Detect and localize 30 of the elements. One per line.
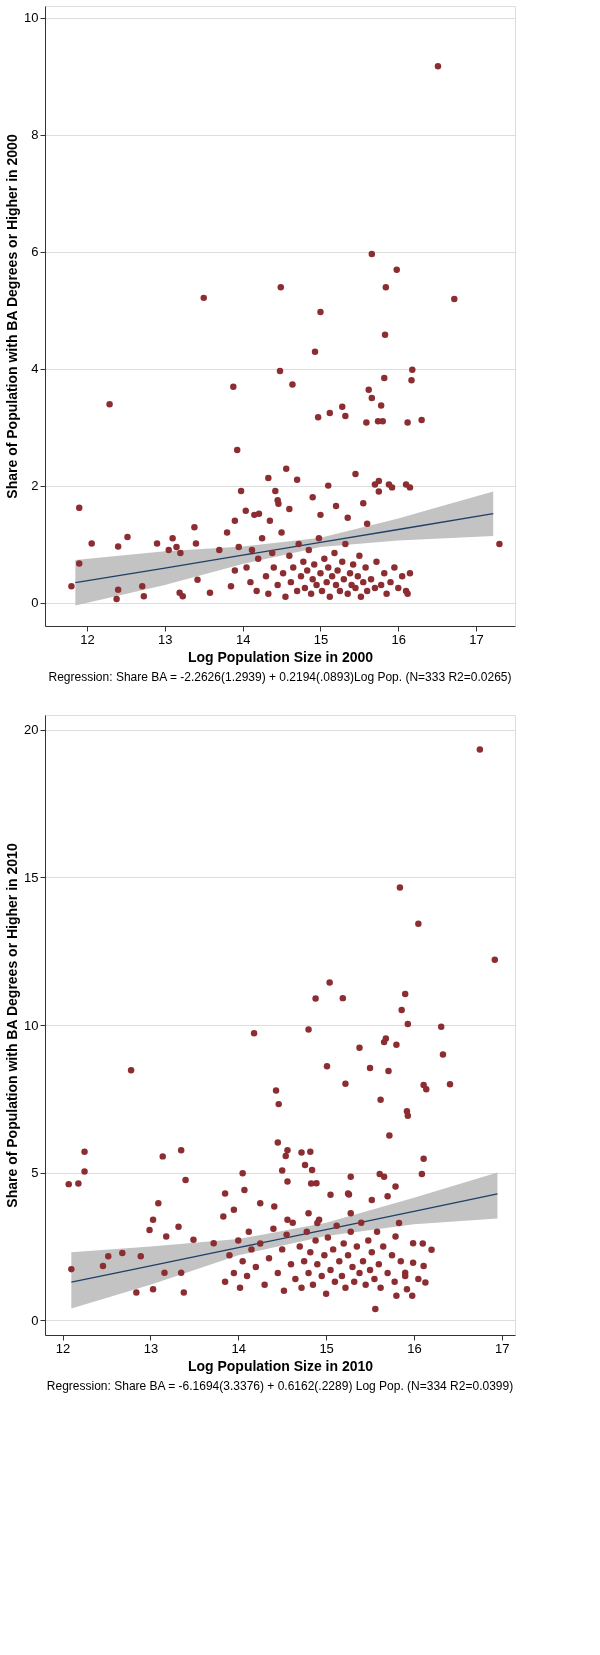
x-tick-label: 15 xyxy=(313,631,329,647)
line-series xyxy=(70,1193,499,1283)
y-tick-label: 8 xyxy=(31,127,39,143)
y-tick-label: 6 xyxy=(31,244,39,260)
x-axis-title: Log Population Size in 2000 xyxy=(187,648,374,665)
y-tick-label: 10 xyxy=(24,1017,39,1033)
y-tick-label: 20 xyxy=(24,722,39,738)
y-tick-label: 10 xyxy=(24,10,39,26)
x-tick-label: 16 xyxy=(391,631,407,647)
x-tick-label: 16 xyxy=(407,1340,422,1356)
y-axis-title: Share of Population with BA Degrees or Higher in 2000 xyxy=(4,134,21,499)
x-tick-label: 13 xyxy=(158,631,173,647)
text: Regression: Share BA = -6.1694(3.3376) + 0.6162(.2289) Log Pop. (N=334 R2=0.0399) xyxy=(46,1379,514,1393)
x-axis-title: Log Population Size in 2010 xyxy=(187,1357,374,1374)
x-tick-label: 17 xyxy=(469,631,484,647)
y-tick-label: 15 xyxy=(24,869,39,885)
x-tick-label: 15 xyxy=(319,1340,334,1356)
x-tick-label: 14 xyxy=(231,1340,247,1356)
y-tick-label: 5 xyxy=(31,1165,39,1181)
y-tick-label: 0 xyxy=(31,1312,39,1328)
x-tick-label: 14 xyxy=(235,631,251,647)
text: Regression: Share BA = -2.2626(1.2939) + 0.2194(.0893)Log Pop. (N=333 R2=0.0265) xyxy=(48,670,512,684)
x-tick-label: 13 xyxy=(143,1340,159,1356)
y-tick-label: 0 xyxy=(31,595,39,611)
x-tick-label: 17 xyxy=(495,1340,510,1356)
y-tick-label: 2 xyxy=(31,478,39,494)
y-axis-title: Share of Population with BA Degrees or Higher in 2010 xyxy=(4,843,21,1208)
x-tick-label: 12 xyxy=(55,1340,71,1356)
y-tick-label: 4 xyxy=(31,361,39,377)
x-tick-label: 12 xyxy=(80,631,95,647)
